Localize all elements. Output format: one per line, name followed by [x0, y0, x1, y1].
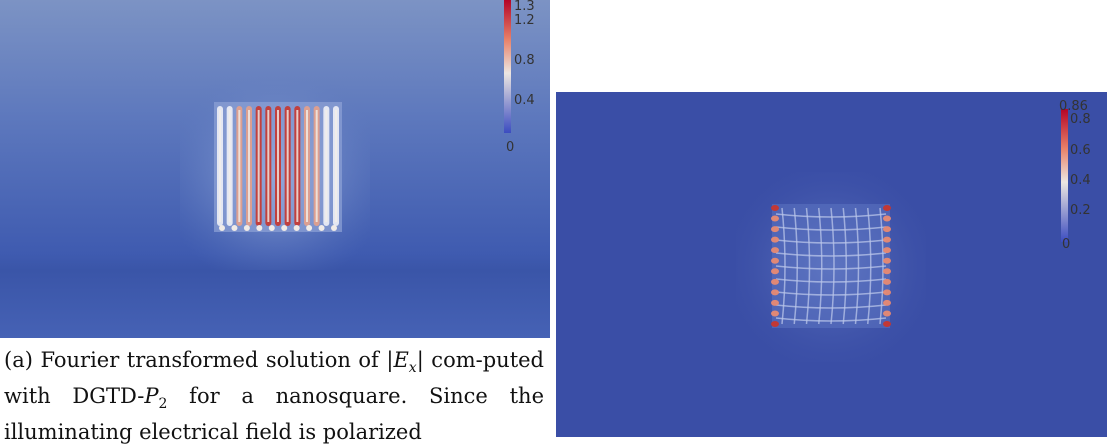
cb-a-tick-4: 0.4 [514, 93, 535, 108]
cb-b-tick-6: 0 [1062, 237, 1070, 252]
figure-a-stripe-core [228, 110, 231, 222]
figure-b-edge-hotspot [883, 205, 891, 211]
figure-a-stripe-core [335, 110, 337, 222]
cb-b-tick-4: 0.4 [1070, 173, 1091, 188]
figure-a-edge-dot [331, 225, 337, 231]
cb-b-tick-3: 0.6 [1070, 143, 1091, 158]
figure-b-edge-hotspot [771, 321, 779, 327]
figure-b-edge-hotspot [883, 215, 891, 222]
figure-b-edge-hotspot [771, 247, 779, 254]
figure-a-field-plot: 1.3 1.2 0.8 0.4 0 [0, 0, 550, 338]
figure-a-stripe-core [248, 110, 250, 222]
figure-b-edge-hotspot [771, 205, 779, 211]
figure-a-svg: 1.3 1.2 0.8 0.4 0 [0, 0, 550, 338]
figure-b-square [772, 204, 890, 328]
figure-a-edge-dot [231, 225, 238, 231]
figure-a-edge-dot [219, 225, 225, 231]
figure-b-mesh-line-v [805, 207, 811, 325]
figure-b-edge-hotspot [883, 257, 891, 264]
figure-b-mesh [771, 204, 891, 328]
caption-a-math-2-sub: 2 [158, 396, 168, 413]
figure-a-stripe-core [296, 110, 299, 222]
figure-b-edge-hotspot [771, 215, 779, 222]
cb-a-tick-1: 1.3 [514, 0, 535, 14]
caption-a-math-1: |E [386, 348, 409, 372]
figure-b-edge-hotspot [771, 278, 779, 285]
caption-a-math-2: P [144, 384, 159, 409]
figure-a-stripe-core [315, 110, 318, 222]
figure-a-edge-dot [268, 225, 275, 231]
figure-b-mesh-line-h [775, 239, 887, 244]
caption-a-prefix: (a) Fourier transformed solution of [4, 348, 387, 372]
caption-a-mid-1: com-puted with DGTD- [4, 348, 544, 409]
figure-b-mesh-line-h [775, 252, 887, 257]
figure-b-mesh-line-h [775, 278, 887, 283]
figure-b-edge-hotspot [771, 226, 779, 233]
figure-a-stripe-core [219, 110, 221, 222]
figure-b-svg: 0.86 0.8 0.6 0.4 0.2 0 [556, 92, 1107, 437]
figure-a-edge-dot [256, 225, 263, 231]
cb-a-tick-5: 0 [506, 140, 514, 155]
figure-b-edge-hotspot [883, 321, 891, 327]
figure-b-mesh-line-h [775, 265, 887, 270]
figure-b-mesh-line-h [775, 291, 887, 296]
cb-b-tick-1: 0.86 [1059, 99, 1088, 114]
figure-b-edge-hotspot [771, 299, 779, 306]
caption-a-math-1-end: | [416, 348, 424, 372]
figure-a-stripe-core [306, 110, 308, 222]
cb-a-tick-3: 0.8 [514, 53, 535, 68]
figure-b-edge-hotspot [883, 289, 891, 296]
figure-b-edge-hotspot [883, 299, 891, 306]
figure-b-edge-hotspot [883, 278, 891, 285]
figure-b-edge-hotspot [771, 257, 779, 264]
figure-b-edge-hotspot [771, 310, 779, 317]
caption-a: (a) Fourier transformed solution of |Ex|… [4, 346, 544, 446]
figure-a-stripe-core [277, 110, 279, 222]
figure-a-edge-dot [281, 225, 288, 231]
figure-b-mesh-line-h [775, 317, 887, 322]
cb-a-tick-2: 1.2 [514, 13, 535, 28]
figure-a-stripe-core [257, 110, 260, 222]
cb-b-tick-5: 0.2 [1070, 203, 1091, 218]
figure-b-mesh-line-v [867, 207, 872, 325]
figure-a-stripes [214, 102, 342, 232]
figure-a-edge-dot [318, 225, 325, 231]
figure-a-stripe-core [325, 110, 328, 222]
figure-a-stripe-core [238, 110, 241, 222]
figure-a-edge-dot [293, 225, 300, 231]
figure-b-edge-hotspot [771, 289, 779, 296]
figure-a-edge-dot [306, 225, 313, 231]
figure-b-mesh-line-v [830, 207, 835, 325]
figure-b-mesh-line-h [775, 213, 887, 218]
caption-a-math-1-sub: x [408, 360, 417, 377]
figure-a-stripe-core [286, 110, 289, 222]
figure-b-edge-hotspot [883, 236, 891, 243]
figure-b-edge-hotspot [771, 236, 779, 243]
figure-b-mesh-line-v [793, 207, 798, 325]
figure-a-colorbar [504, 0, 511, 133]
figure-a-edge-dot [243, 225, 250, 231]
figure-a-stripe-core [267, 110, 270, 222]
figure-b-edge-hotspot [883, 247, 891, 254]
figure-b-mesh-line-h [775, 226, 887, 231]
figure-b-edge-hotspot [883, 268, 891, 275]
figure-b-colorbar [1061, 109, 1068, 242]
cb-b-tick-2: 0.8 [1070, 112, 1091, 127]
figure-b-mesh-line-v [818, 207, 823, 325]
figure-b-mesh-line-v [842, 207, 847, 325]
figure-b-field-plot: 0.86 0.8 0.6 0.4 0.2 0 [556, 92, 1107, 437]
figure-b-mesh-line-v [854, 207, 860, 325]
figure-b-mesh-line-v [781, 207, 786, 325]
figure-b-edge-hotspot [883, 226, 891, 233]
figure-b-edge-hotspot [883, 310, 891, 317]
figure-b-mesh-line-h [775, 304, 887, 309]
figure-b-edge-hotspot [771, 268, 779, 275]
